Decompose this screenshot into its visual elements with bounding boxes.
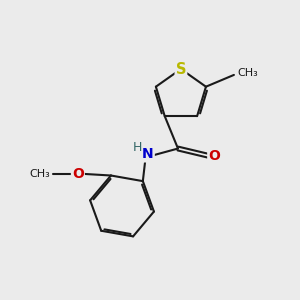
Text: CH₃: CH₃ xyxy=(29,169,50,178)
Text: H: H xyxy=(133,141,142,154)
Text: N: N xyxy=(142,147,154,161)
Text: O: O xyxy=(72,167,84,181)
Text: S: S xyxy=(176,61,186,76)
Text: CH₃: CH₃ xyxy=(238,68,258,78)
Text: O: O xyxy=(208,149,220,163)
